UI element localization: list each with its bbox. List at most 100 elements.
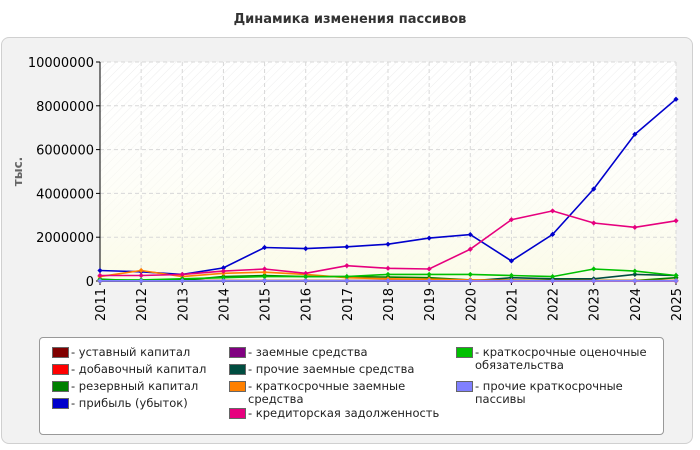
data-point [549, 274, 556, 280]
data-point [591, 266, 597, 272]
data-point [261, 274, 268, 280]
legend-swatch [456, 347, 473, 358]
x-tick-label: 2013 [176, 288, 191, 321]
legend-label: - краткосрочные заемные средства [248, 379, 406, 406]
data-point [632, 278, 638, 284]
data-point [426, 271, 432, 278]
data-point [508, 272, 515, 279]
data-point [385, 265, 391, 271]
data-point [508, 258, 515, 264]
data-point [261, 278, 268, 284]
data-point [673, 272, 679, 279]
data-point [220, 278, 227, 284]
x-tick-label: 2016 [300, 288, 315, 321]
data-point [426, 235, 432, 241]
data-point [549, 231, 556, 237]
data-point [97, 267, 103, 274]
data-point [179, 278, 185, 284]
y-tick-label: 6000000 [36, 144, 94, 159]
x-tick-label: 2022 [547, 288, 562, 321]
x-tick-label: 2017 [341, 288, 356, 321]
x-tick-label: 2014 [217, 288, 232, 321]
data-point [632, 131, 638, 137]
y-tick-label: 4000000 [36, 187, 94, 202]
data-point [303, 278, 309, 284]
legend-swatch [229, 364, 246, 375]
data-point [97, 278, 103, 284]
x-tick-label: 2020 [464, 288, 479, 321]
data-point [138, 272, 144, 279]
data-point [97, 272, 103, 279]
data-point [467, 271, 473, 278]
data-point [673, 96, 679, 102]
x-tick-label: 2021 [505, 288, 520, 321]
legend-swatch [456, 381, 473, 392]
data-point [385, 278, 391, 284]
x-tick-label: 2011 [94, 288, 109, 321]
y-tick-label: 10000000 [28, 56, 94, 71]
y-tick-label: 2000000 [36, 231, 94, 246]
data-point [261, 269, 268, 275]
data-point [549, 278, 556, 284]
chart-legend: - уставный капитал - добавочный капитал - … [39, 337, 664, 435]
data-point [467, 278, 473, 284]
legend-swatch [229, 408, 246, 419]
data-point [632, 271, 638, 278]
data-point [632, 224, 638, 230]
data-point [344, 244, 350, 250]
data-point [303, 274, 309, 280]
legend-label: - прибыль (убыток) [71, 396, 188, 410]
legend-label: - кредиторская задолженность [248, 406, 440, 420]
data-point [220, 268, 227, 274]
legend-label: - краткосрочные оценочные обязательства [475, 345, 647, 372]
data-point [179, 271, 185, 278]
data-point [549, 208, 556, 214]
data-point [138, 278, 144, 284]
data-point [591, 220, 597, 226]
chart-title: Динамика изменения пассивов [233, 12, 467, 27]
x-tick-label: 2023 [588, 288, 603, 321]
legend-swatch [52, 347, 69, 358]
legend-label: - уставный капитал [71, 345, 191, 359]
legend-label: - заемные средства [248, 345, 368, 359]
data-point [138, 267, 144, 274]
legend-swatch [52, 398, 69, 409]
y-tick-label: 0 [86, 275, 94, 290]
data-point [673, 278, 679, 284]
x-tick-label: 2015 [259, 288, 274, 321]
legend-label: - резервный капитал [71, 379, 199, 393]
data-point [220, 275, 227, 281]
data-point [467, 231, 473, 238]
data-point [673, 218, 679, 224]
data-point [303, 245, 309, 252]
x-tick-label: 2012 [135, 288, 150, 321]
data-point [344, 263, 350, 269]
data-point [467, 246, 473, 252]
data-point [344, 278, 350, 284]
data-point [385, 241, 391, 247]
data-point [261, 266, 268, 272]
legend-swatch [229, 347, 246, 358]
x-tick-label: 2018 [382, 288, 397, 321]
data-point [261, 244, 268, 251]
legend-swatch [52, 381, 69, 392]
data-point [344, 274, 350, 280]
legend-swatch [229, 381, 246, 392]
legend-swatch [52, 364, 69, 375]
legend-label: - добавочный капитал [71, 362, 207, 376]
x-tick-label: 2019 [423, 288, 438, 321]
data-point [426, 266, 432, 272]
data-point [220, 265, 227, 271]
data-point [303, 270, 309, 276]
data-point [591, 186, 597, 192]
data-point [508, 278, 515, 284]
data-point [385, 271, 391, 278]
plot-gradient [100, 62, 676, 281]
data-point [591, 278, 597, 284]
x-tick-label: 2025 [670, 288, 685, 321]
legend-label: - прочие заемные средства [248, 362, 415, 376]
y-tick-label: 8000000 [36, 100, 94, 115]
data-point [632, 268, 638, 274]
data-point [508, 217, 515, 223]
